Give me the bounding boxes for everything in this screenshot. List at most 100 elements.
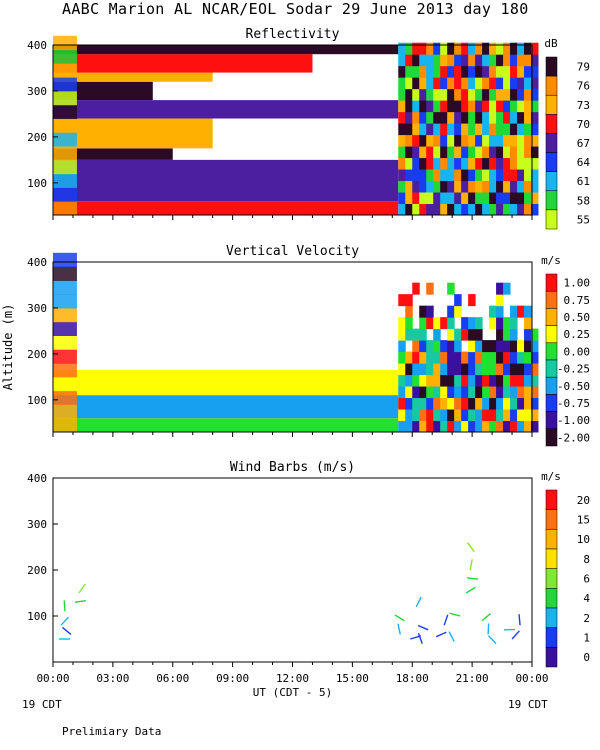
- heatmap-cell: [405, 420, 413, 433]
- heatmap-cell: [468, 157, 476, 170]
- heatmap-cell: [433, 54, 441, 67]
- heatmap-cell: [419, 180, 427, 193]
- heatmap-cell: [461, 169, 469, 182]
- colorbar-label: 58: [577, 194, 590, 207]
- heatmap-cell: [53, 252, 77, 268]
- heatmap-cell: [517, 203, 525, 216]
- heatmap-cell: [447, 192, 455, 205]
- heatmap-cell: [426, 88, 434, 101]
- colorbar-swatch: [545, 529, 558, 550]
- heatmap-cell: [426, 397, 434, 410]
- heatmap-cell: [482, 54, 490, 67]
- wind-barb: [394, 614, 405, 622]
- heatmap-cell: [426, 305, 434, 318]
- heatmap-cell: [489, 157, 497, 170]
- heatmap-cell: [489, 180, 497, 193]
- heatmap-cell: [461, 409, 469, 422]
- heatmap-cell: [454, 180, 462, 193]
- heatmap-cell: [433, 340, 441, 353]
- heatmap-cell: [405, 374, 413, 387]
- heatmap-cell: [405, 169, 413, 182]
- colorbar-swatch: [545, 290, 558, 309]
- heatmap-cell: [412, 77, 420, 90]
- heatmap-cell: [419, 305, 427, 318]
- heatmap-cell: [482, 146, 490, 159]
- heatmap-cell: [475, 123, 483, 136]
- heatmap-cell: [412, 134, 420, 147]
- heatmap-cell: [454, 203, 462, 216]
- heatmap-cell: [510, 54, 518, 67]
- heatmap-cell: [53, 201, 399, 215]
- heatmap-cell: [398, 363, 406, 376]
- heatmap-cell: [489, 386, 497, 399]
- y-tick-label: 200: [27, 348, 47, 361]
- heatmap-cell: [412, 192, 420, 205]
- heatmap-cell: [419, 374, 427, 387]
- colorbar-label: 20: [577, 494, 590, 507]
- heatmap-cell: [433, 363, 441, 376]
- heatmap-cell: [461, 65, 469, 78]
- heatmap-cell: [412, 397, 420, 410]
- colorbar-label: -2.00: [557, 431, 590, 444]
- colorbar-units: m/s: [541, 470, 561, 483]
- heatmap-cell: [53, 45, 399, 55]
- heatmap-cell: [398, 294, 406, 307]
- heatmap-cell: [524, 111, 532, 124]
- heatmap-cell: [482, 409, 490, 422]
- panel-title: Vertical Velocity: [226, 244, 359, 259]
- heatmap-cell: [454, 54, 462, 67]
- heatmap-cell: [475, 409, 483, 422]
- colorbar-swatch: [545, 394, 558, 412]
- heatmap-cell: [517, 409, 525, 422]
- panel-title: Wind Barbs (m/s): [230, 460, 355, 475]
- heatmap-cell: [433, 146, 441, 159]
- wind-barb: [61, 626, 72, 635]
- heatmap-cell: [496, 169, 504, 182]
- wind-barb: [415, 596, 422, 608]
- heatmap-cell: [454, 386, 462, 399]
- heatmap-cell: [426, 157, 434, 170]
- heatmap-cell: [461, 100, 469, 113]
- heatmap-cell: [517, 340, 525, 353]
- heatmap-cell: [398, 351, 406, 364]
- heatmap-cell: [454, 123, 462, 136]
- heatmap-cell: [503, 386, 511, 399]
- heatmap-cell: [482, 420, 490, 433]
- heatmap-cell: [475, 351, 483, 364]
- x-tick-label: 06:00: [156, 672, 189, 685]
- heatmap-cell: [496, 203, 504, 216]
- heatmap-cell: [482, 397, 490, 410]
- heatmap-cell: [524, 420, 532, 433]
- heatmap-cell: [419, 351, 427, 364]
- heatmap-cell: [517, 42, 525, 55]
- heatmap-cell: [489, 192, 497, 205]
- colorbar-swatch: [545, 568, 558, 589]
- heatmap-cell: [489, 169, 497, 182]
- heatmap-cell: [524, 386, 532, 399]
- heatmap-cell: [419, 146, 427, 159]
- heatmap-cell: [517, 77, 525, 90]
- heatmap-cell: [454, 169, 462, 182]
- heatmap-cell: [53, 349, 77, 364]
- heatmap-cell: [503, 192, 511, 205]
- heatmap-cell: [53, 81, 153, 101]
- wind-barb: [417, 633, 423, 644]
- heatmap-cell: [531, 363, 539, 376]
- heatmap-cell: [419, 123, 427, 136]
- colorbar-label: 79: [577, 61, 590, 74]
- heatmap-cell: [482, 100, 490, 113]
- heatmap-cell: [496, 77, 504, 90]
- heatmap-cell: [531, 386, 539, 399]
- heatmap-cell: [433, 397, 441, 410]
- y-tick-label: 300: [27, 85, 47, 98]
- wind-barb: [487, 623, 490, 635]
- heatmap-cell: [426, 420, 434, 433]
- heatmap-cell: [454, 42, 462, 55]
- heatmap-cell: [53, 63, 77, 78]
- plot-frame: [52, 477, 533, 663]
- heatmap-cell: [517, 111, 525, 124]
- heatmap-cell: [510, 305, 518, 318]
- heatmap-cell: [475, 203, 483, 216]
- heatmap-cell: [517, 134, 525, 147]
- heatmap-cell: [433, 328, 441, 341]
